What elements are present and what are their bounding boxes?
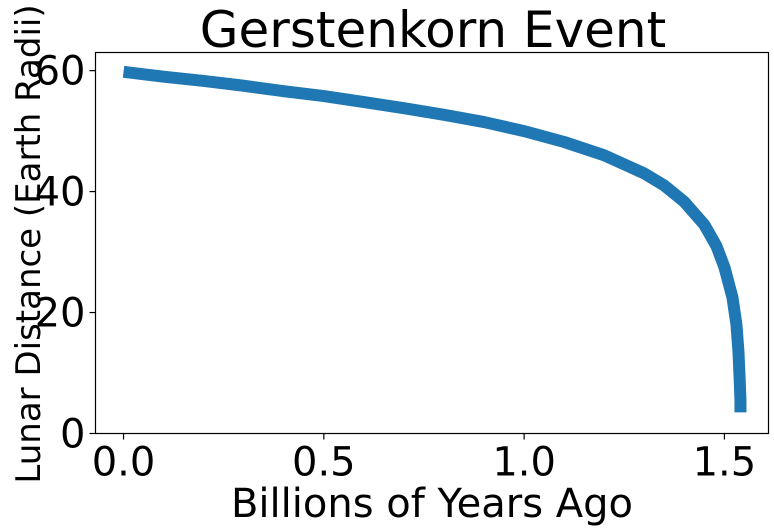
plot-area-frame [94,51,770,435]
x-tick-label: 0.0 [92,440,156,486]
y-tick-label: 0 [60,412,85,458]
x-axis-ticks: 0.0 0.5 1.0 1.5 [92,433,757,486]
x-tick-label: 1.5 [693,440,757,486]
x-tick-label: 0.5 [292,440,356,486]
series-layer [122,65,747,413]
x-axis-label: Billions of Years Ago [231,481,633,527]
y-tick-label: 60 [35,49,86,95]
y-axis-label: Lunar Distance (Earth Radii) [9,4,49,483]
y-tick-label: 20 [35,291,86,337]
x-tick-label: 1.0 [492,440,556,486]
chart-title: Gerstenkorn Event [200,1,666,59]
y-axis-ticks: 0 20 40 60 [35,49,96,458]
y-tick-label: 40 [35,170,86,216]
series-line-0 [122,65,747,413]
